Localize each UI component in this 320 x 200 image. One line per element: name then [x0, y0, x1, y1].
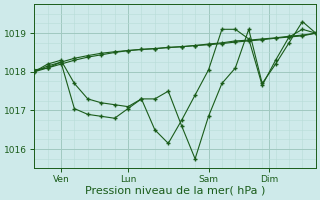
X-axis label: Pression niveau de la mer( hPa ): Pression niveau de la mer( hPa ): [85, 186, 265, 196]
